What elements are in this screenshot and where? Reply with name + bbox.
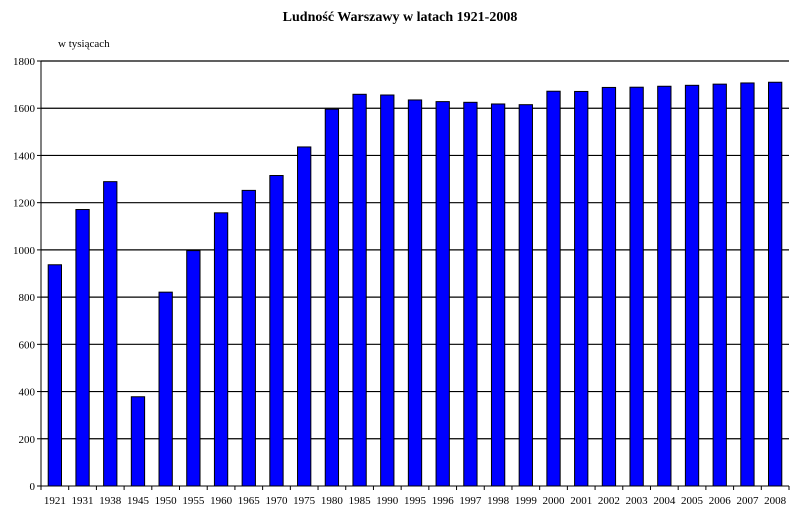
bars xyxy=(47,81,783,487)
x-tick-label: 1960 xyxy=(210,495,233,507)
bar-2007 xyxy=(740,82,755,487)
x-tick-label: 1996 xyxy=(432,495,455,507)
bar-1955 xyxy=(186,250,201,487)
y-tick-label: 0 xyxy=(30,481,36,493)
bar-1980 xyxy=(324,108,340,487)
x-tick-label: 2005 xyxy=(681,495,704,507)
y-tick-label: 1000 xyxy=(13,245,36,257)
bar-1938 xyxy=(103,181,118,487)
y-axis-unit-label: w tysiącach xyxy=(58,38,110,50)
chart-title: Ludność Warszawy w latach 1921-2008 xyxy=(282,10,518,25)
x-tick-label: 2004 xyxy=(653,495,676,507)
x-tick-label: 1990 xyxy=(376,495,399,507)
x-tick-label: 1931 xyxy=(72,495,94,507)
x-tick-label: 2002 xyxy=(598,495,620,507)
x-tick-label: 2003 xyxy=(626,495,649,507)
bar-1995 xyxy=(407,99,423,487)
bar-1990 xyxy=(380,94,395,487)
y-tick-label: 800 xyxy=(19,292,36,304)
y-tick-label: 600 xyxy=(19,339,36,351)
x-tick-label: 1955 xyxy=(182,495,205,507)
x-tick-label: 1999 xyxy=(515,495,538,507)
bar-1975 xyxy=(297,146,312,487)
bar-1960 xyxy=(213,212,229,487)
bar-1997 xyxy=(463,101,478,487)
y-tick-label: 1200 xyxy=(13,198,36,210)
bar-2005 xyxy=(684,84,700,487)
bar-1970 xyxy=(269,175,284,487)
x-tick-label: 1965 xyxy=(238,495,261,507)
x-tick-label: 2006 xyxy=(709,495,732,507)
x-tick-label: 1995 xyxy=(404,495,427,507)
axes xyxy=(40,61,790,490)
bar-2004 xyxy=(657,85,672,487)
y-tick-label: 1400 xyxy=(13,150,36,162)
bar-1945 xyxy=(130,396,146,487)
y-tick-labels: 0 200 400 600 800 1000 1200 1400 1600 1800 xyxy=(13,56,36,493)
bar-1985 xyxy=(352,93,367,487)
y-tick-label: 200 xyxy=(19,434,36,446)
x-tick-label: 1938 xyxy=(99,495,122,507)
x-tick-label: 1985 xyxy=(349,495,372,507)
bar-1931 xyxy=(75,209,90,487)
bar-1999 xyxy=(518,104,533,487)
bar-2003 xyxy=(629,86,644,487)
x-tick-label: 1997 xyxy=(459,495,482,507)
bar-2002 xyxy=(601,86,617,487)
x-tick-labels: 1921 1931 1938 1945 1950 1955 1960 1965 1970 1975… xyxy=(44,495,787,507)
x-tick-label: 2000 xyxy=(543,495,566,507)
x-tick-label: 1950 xyxy=(155,495,178,507)
bar-1996 xyxy=(435,101,450,487)
bar-1921 xyxy=(47,264,63,487)
x-tick-label: 2001 xyxy=(570,495,592,507)
x-tick-label: 2007 xyxy=(736,495,759,507)
bar-2006 xyxy=(712,83,727,487)
x-tick-label: 1945 xyxy=(127,495,150,507)
bar-1965 xyxy=(241,189,256,487)
y-tick-label: 1800 xyxy=(13,56,36,68)
y-tick-label: 400 xyxy=(19,387,36,399)
x-tick-label: 2008 xyxy=(764,495,787,507)
y-tick-label: 1600 xyxy=(13,103,36,115)
bar-2000 xyxy=(546,90,561,487)
x-tick-label: 1980 xyxy=(321,495,344,507)
x-tick-label: 1970 xyxy=(265,495,288,507)
x-tick-label: 1921 xyxy=(44,495,66,507)
bar-2008 xyxy=(767,81,783,487)
bar-2001 xyxy=(574,90,589,487)
bar-1950 xyxy=(158,291,173,487)
x-tick-label: 1975 xyxy=(293,495,316,507)
x-tick-label: 1998 xyxy=(487,495,510,507)
bar-1998 xyxy=(490,103,506,487)
